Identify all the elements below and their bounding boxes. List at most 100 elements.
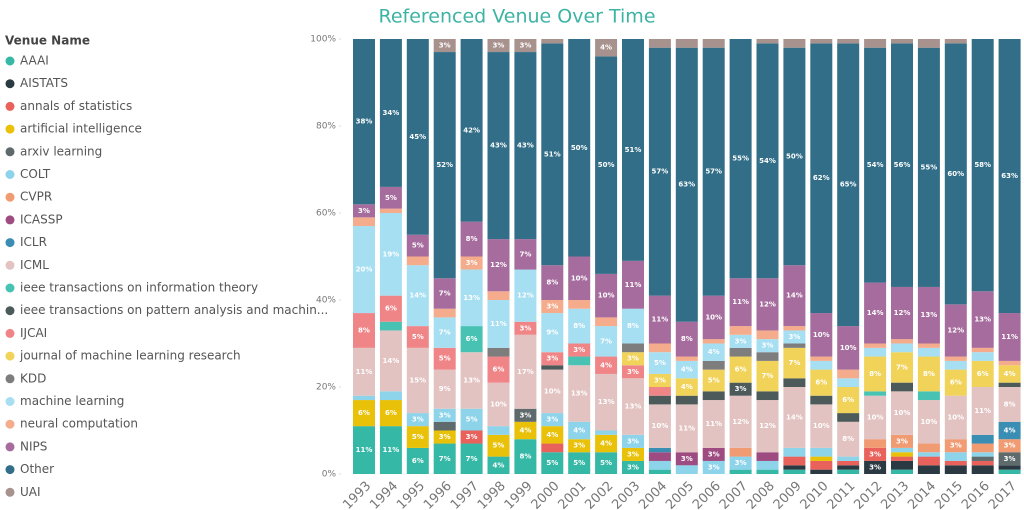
bar-segment [756,339,779,353]
bar-segment [917,39,940,48]
data-label: 4% [681,366,693,374]
data-label: 50% [571,144,588,152]
bar-segment [541,313,564,353]
data-label: 7% [762,372,774,380]
bar-segment [702,339,725,344]
data-label: 38% [356,118,373,126]
bar-segment [783,347,806,379]
bar-segment [460,408,483,431]
legend-label: artificial intelligence [20,122,142,136]
bar-segment [783,47,806,266]
bar-segment [353,204,375,218]
bar-segment [379,330,402,392]
bar-segment [460,430,483,444]
data-label: 5% [439,355,451,363]
bar-segment [379,321,402,331]
legend-label: NIPS [20,439,47,453]
data-label: 3% [573,346,585,354]
bar-segment [541,43,564,266]
bar-segment [541,426,564,444]
bar-segment [944,439,967,453]
bar-segment [702,47,725,296]
bar-segment [433,347,456,370]
bar-segment [675,356,698,361]
legend-label: AISTATS [20,76,68,90]
bar-segment [810,404,833,448]
legend-label: KDD [20,371,46,385]
bar-segment [891,456,913,461]
data-label: 6% [358,409,370,417]
bar-segment [756,460,779,470]
bar-segment [675,360,698,379]
data-label: 3% [466,433,478,441]
data-label: 5% [600,459,612,467]
bar-segment [406,234,429,257]
data-label: 11% [383,446,400,454]
bar-segment [971,352,994,361]
data-label: 6% [412,457,424,465]
bar-segment [971,39,994,292]
data-label: 56% [894,161,911,169]
bar-segment [379,400,402,427]
bar-segment [837,469,860,474]
data-label: 62% [813,174,830,182]
bar-segment [622,447,644,461]
data-label: 6% [735,366,747,374]
bar-segment [487,456,510,474]
bar-segment [648,395,671,405]
data-label: 3% [439,411,451,419]
data-label: 8% [466,235,478,243]
bar-segment [648,460,671,470]
bar-segment [944,360,967,370]
bar-segment [568,256,591,300]
data-label: 3% [519,324,531,332]
data-label: 58% [974,161,991,169]
bar-segment [460,221,483,257]
data-label: 7% [439,455,451,463]
bar-segment [675,395,698,405]
data-label: 10% [598,292,615,300]
bar-segment [487,52,510,240]
bar-segment [541,369,564,414]
data-label: 3% [627,437,639,445]
data-label: 60% [947,170,964,178]
bar-segment [783,330,806,344]
bar-segment [433,430,456,444]
bar-segment [406,413,429,427]
bar-segment [756,330,779,340]
data-label: 6% [977,370,989,378]
data-label: 5% [708,376,720,384]
bar-segment [433,443,456,474]
data-label: 12% [517,292,534,300]
data-label: 3% [869,463,881,471]
data-label: 4% [600,361,612,369]
legend-marker [5,260,15,270]
data-label: 3% [627,355,639,363]
data-label: 13% [463,294,480,302]
data-label: 4% [681,383,693,391]
data-label: 11% [652,316,669,324]
data-label: 11% [1001,333,1018,341]
bar-segment [998,313,1021,361]
bar-segment [433,39,456,53]
bar-segment [514,321,537,335]
data-label: 5% [493,442,505,450]
data-label: 3% [735,385,747,393]
bar-segment [917,47,940,287]
data-label: 54% [867,161,884,169]
data-label: 6% [842,396,854,404]
data-label: 4% [600,44,612,52]
data-label: 10% [894,409,911,417]
data-label: 11% [705,420,722,428]
data-label: 12% [947,326,964,334]
bar-segment [514,39,537,53]
y-tick-label: 0% [322,470,337,480]
data-label: 11% [356,368,373,376]
legend-label: ieee transactions on pattern analysis an… [20,303,328,317]
data-label: 43% [517,142,534,150]
data-label: 10% [921,418,938,426]
bar-segment [379,208,402,213]
legend-marker [5,328,15,338]
bar-segment [998,382,1021,387]
bar-segment [675,321,698,357]
